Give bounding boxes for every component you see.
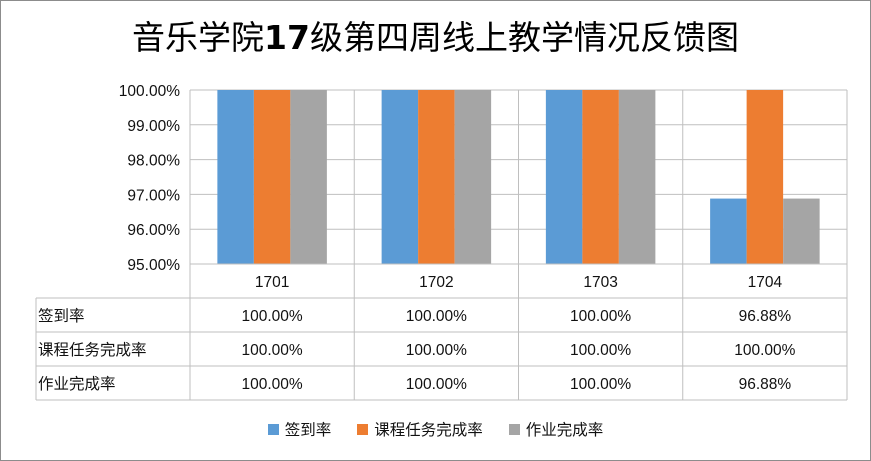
bar-1702-3	[454, 90, 492, 264]
chart-title-part-3: 级第四周线上教学情况反馈图	[309, 18, 739, 57]
category-label: 1702	[419, 274, 453, 291]
bar-1703-3	[618, 90, 656, 264]
data-table: 1701 1702 1703 1704 签到率 100.00% 100.00% 100.00%…	[35, 90, 848, 401]
chart-title-part-2: 17	[264, 18, 310, 57]
y-tick-label: 99.00%	[127, 118, 180, 135]
legend-item: 签到率	[267, 418, 332, 440]
table-cell: 100.00%	[570, 342, 631, 359]
legend: 签到率 课程任务完成率 作业完成率	[0, 417, 871, 441]
table-row-label: 作业完成率	[38, 375, 116, 393]
category-label: 1703	[583, 274, 617, 291]
legend-label: 作业完成率	[525, 421, 604, 439]
bar-1704-2	[746, 90, 784, 264]
legend-swatch	[508, 423, 520, 435]
bars	[217, 90, 820, 264]
table-cell: 100.00%	[242, 342, 303, 359]
legend-swatch	[357, 423, 369, 435]
bar-1704-3	[783, 198, 820, 264]
table-cell: 100.00%	[734, 342, 795, 359]
legend-item: 作业完成率	[508, 418, 604, 440]
table-cell: 100.00%	[570, 308, 631, 325]
table-row-label: 课程任务完成率	[38, 341, 147, 359]
bar-1702-1	[381, 90, 419, 264]
category-label: 1701	[255, 274, 289, 291]
table-cell: 100.00%	[406, 308, 467, 325]
table-cell: 96.88%	[739, 308, 792, 325]
bar-1701-3	[290, 90, 327, 264]
table-cell: 100.00%	[242, 308, 303, 325]
table-cell: 100.00%	[242, 376, 303, 393]
bar-1701-1	[217, 90, 254, 264]
table-cell: 100.00%	[570, 376, 631, 393]
y-tick-label: 95.00%	[127, 257, 180, 274]
bar-1702-2	[418, 90, 455, 264]
table-row-label: 签到率	[38, 307, 85, 325]
table-cell: 100.00%	[406, 342, 467, 359]
chart-title: 音乐学院17级第四周线上教学情况反馈图	[0, 16, 871, 60]
bar-1701-2	[253, 90, 291, 264]
legend-label: 签到率	[284, 421, 332, 439]
y-axis-ticks: 95.00% 96.00% 97.00% 98.00% 99.00% 100.00%	[119, 83, 180, 274]
legend-label: 课程任务完成率	[374, 421, 483, 439]
legend-swatch	[267, 423, 279, 435]
y-tick-label: 98.00%	[127, 153, 180, 170]
table-cell: 96.88%	[739, 376, 792, 393]
bar-1703-1	[545, 90, 583, 264]
y-tick-label: 100.00%	[119, 83, 180, 100]
y-tick-label: 97.00%	[127, 187, 180, 204]
bar-1703-2	[582, 90, 619, 264]
y-tick-label: 96.00%	[127, 222, 180, 239]
legend-item: 课程任务完成率	[357, 418, 483, 440]
table-cell: 100.00%	[406, 376, 467, 393]
chart-title-part-1: 音乐学院	[132, 18, 265, 57]
category-label: 1704	[748, 274, 783, 291]
bar-1704-1	[710, 198, 747, 264]
